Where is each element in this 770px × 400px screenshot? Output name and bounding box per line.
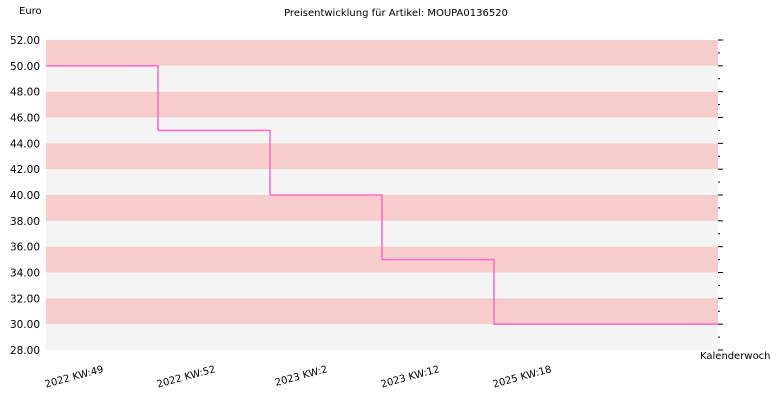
y-tick-label: 46.00: [10, 113, 40, 125]
y-tick-label: 36.00: [10, 242, 40, 254]
x-tick-label: 2025 KW:18: [492, 364, 553, 390]
y-tick-label: 28.00: [10, 345, 40, 357]
band: [46, 91, 718, 118]
x-tick-label: 2023 KW:2: [274, 364, 329, 389]
y-tick-label: 34.00: [10, 268, 40, 280]
y-tick-label: 40.00: [10, 190, 40, 202]
y-axis-label: Euro: [19, 6, 42, 17]
band: [46, 298, 718, 325]
y-tick-label: 52.00: [10, 35, 40, 47]
chart-title: Preisentwicklung für Artikel: MOUPA01365…: [284, 8, 508, 19]
y-tick-label: 48.00: [10, 87, 40, 99]
x-axis-ticks: 2022 KW:49 2022 KW:52 2023 KW:2 2023 KW:12 2…: [44, 364, 553, 390]
band: [46, 65, 718, 92]
band: [46, 143, 718, 170]
y-tick-label: 38.00: [10, 216, 40, 228]
band: [46, 272, 718, 299]
band: [46, 324, 718, 350]
price-series-line: [46, 65, 718, 325]
band: [46, 117, 718, 144]
x-tick-label: 2022 KW:52: [156, 364, 217, 390]
y-axis-ticks: 28.00 30.00 32.00 34.00 36.00 38.00 40.00 42.00…: [10, 35, 723, 357]
band: [46, 169, 718, 195]
series-layer: [46, 65, 718, 325]
x-axis-label: Kalenderwoche: [700, 351, 770, 362]
x-tick-label: 2023 KW:12: [380, 364, 441, 390]
x-tick-label: 2022 KW:49: [44, 364, 105, 390]
y-tick-label: 42.00: [10, 164, 40, 176]
y-tick-label: 32.00: [10, 293, 40, 305]
band: [46, 40, 718, 66]
y-tick-label: 50.00: [10, 61, 40, 73]
y-tick-label: 44.00: [10, 138, 40, 150]
y-tick-label: 30.00: [10, 319, 40, 331]
